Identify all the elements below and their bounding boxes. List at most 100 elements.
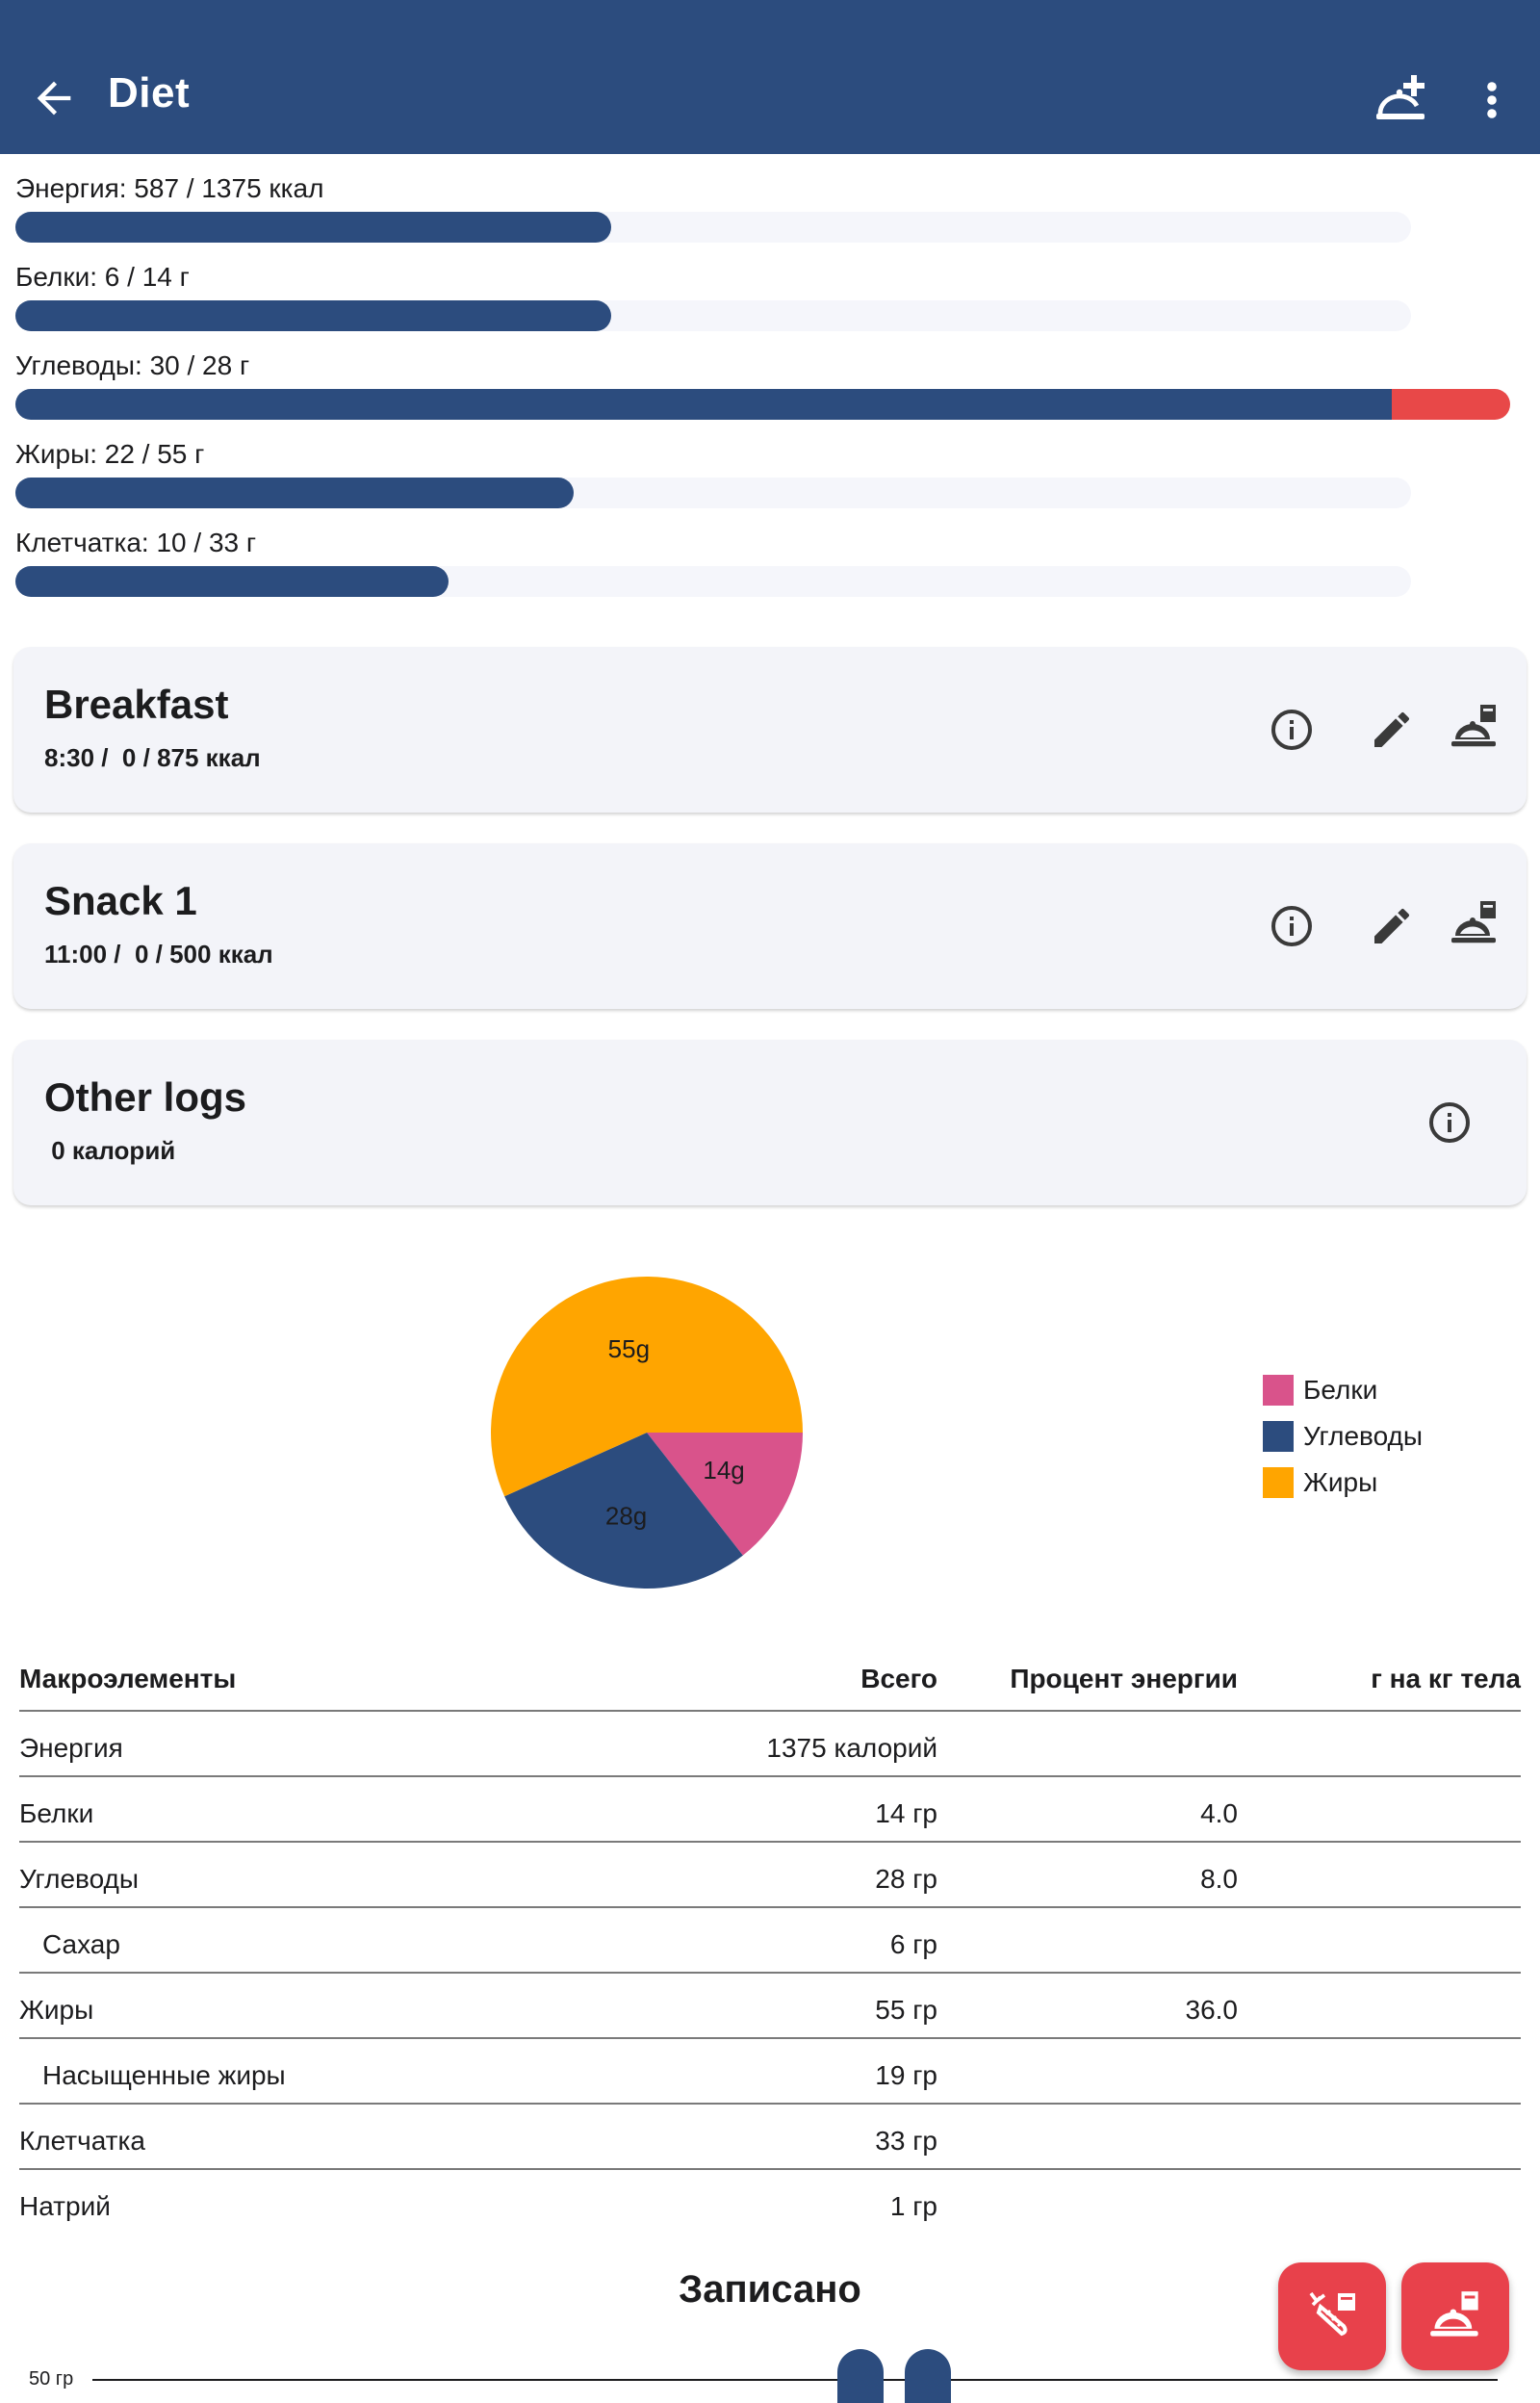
progress-fill bbox=[15, 212, 611, 243]
progress-overflow bbox=[1392, 389, 1510, 420]
info-icon[interactable] bbox=[1426, 1099, 1473, 1146]
progress-label: Углеводы: 30 / 28 г bbox=[15, 350, 250, 380]
legend-swatch bbox=[1263, 1421, 1294, 1452]
table-row: Клетчатка 33 гр bbox=[19, 2105, 1521, 2170]
cell-name: Углеводы bbox=[19, 1864, 140, 1894]
progress-label: Белки: 6 / 14 г bbox=[15, 262, 190, 292]
legend-label: Углеводы bbox=[1303, 1421, 1424, 1451]
cell-name: Энергия bbox=[19, 1733, 123, 1763]
progress-track bbox=[15, 478, 1411, 508]
info-icon[interactable] bbox=[1269, 707, 1315, 753]
cell-total: 1375 калорий bbox=[766, 1733, 937, 1763]
progress-label: Энергия: 587 / 1375 ккал bbox=[15, 173, 324, 203]
pie-label-protein: 14g bbox=[703, 1456, 744, 1485]
cell-total: 1 гр bbox=[889, 2191, 937, 2221]
pie-slice-fat bbox=[491, 1277, 803, 1497]
progress-track bbox=[15, 212, 1411, 243]
legend-label: Жиры bbox=[1303, 1467, 1378, 1497]
fiber-progress: Клетчатка: 10 / 33 г bbox=[15, 526, 1527, 597]
table-header: Макроэлементы Всего Процент энергии г на… bbox=[19, 1642, 1521, 1712]
page-title: Diet bbox=[108, 69, 191, 116]
cell-name: Жиры bbox=[19, 1995, 94, 2025]
pie-label-fat: 55g bbox=[608, 1334, 650, 1363]
cell-total: 55 гр bbox=[875, 1995, 937, 2025]
carbs-progress: Углеводы: 30 / 28 г bbox=[15, 349, 1527, 420]
chart-axis-label: 50 гр bbox=[29, 2368, 74, 2390]
cell-name: Натрий bbox=[19, 2191, 111, 2221]
progress-label: Жиры: 22 / 55 г bbox=[15, 439, 205, 469]
energy-progress: Энергия: 587 / 1375 ккал bbox=[15, 171, 1527, 243]
chart-gridline bbox=[92, 2379, 1498, 2381]
pie-slice-carbs bbox=[504, 1433, 743, 1589]
cell-percent: 8.0 bbox=[1200, 1864, 1238, 1894]
pie-slice-protein bbox=[647, 1433, 803, 1556]
meal-card-snack-1[interactable]: Snack 1 11:00 / 0 / 500 ккал bbox=[13, 843, 1527, 1009]
legend-label: Белки bbox=[1303, 1375, 1378, 1405]
macro-pie-chart: 14g 28g 55g bbox=[491, 1277, 803, 1589]
log-ingredient-button[interactable] bbox=[1278, 2262, 1386, 2370]
progress-fill bbox=[15, 566, 449, 597]
legend-swatch bbox=[1263, 1375, 1294, 1406]
meal-title: Snack 1 bbox=[44, 878, 197, 923]
table-row: Сахар 6 гр bbox=[19, 1908, 1521, 1974]
cell-total: 28 гр bbox=[875, 1864, 937, 1894]
legend-item-fat: Жиры bbox=[1263, 1460, 1423, 1506]
other-logs-subtitle: 0 калорий bbox=[44, 1136, 176, 1165]
arrow-left-icon[interactable] bbox=[29, 73, 79, 123]
progress-track bbox=[15, 389, 1510, 420]
cell-percent: 4.0 bbox=[1200, 1798, 1238, 1828]
cell-name: Насыщенные жиры bbox=[42, 2060, 286, 2090]
cloche-plus-icon[interactable] bbox=[1374, 73, 1432, 127]
table-row: Жиры 55 гр 36.0 bbox=[19, 1974, 1521, 2039]
header-total: Всего bbox=[860, 1664, 937, 1693]
meal-subtitle: 11:00 / 0 / 500 ккал bbox=[44, 940, 273, 969]
cell-name: Сахар bbox=[42, 1929, 120, 1959]
carrot-scale-icon bbox=[1309, 2291, 1355, 2337]
header-macros: Макроэлементы bbox=[19, 1664, 237, 1693]
cloche-scale-icon bbox=[1430, 2291, 1478, 2337]
legend-item-carbs: Углеводы bbox=[1263, 1413, 1423, 1460]
edit-pencil-icon[interactable] bbox=[1369, 707, 1415, 753]
legend-swatch bbox=[1263, 1467, 1294, 1498]
cell-percent: 36.0 bbox=[1185, 1995, 1239, 2025]
progress-track bbox=[15, 300, 1411, 331]
pie-label-carbs: 28g bbox=[605, 1501, 647, 1530]
logged-section-title: Записано bbox=[679, 2268, 861, 2311]
table-row: Энергия 1375 калорий bbox=[19, 1712, 1521, 1777]
pie-legend: Белки Углеводы Жиры bbox=[1263, 1367, 1423, 1506]
app-bar: Diet bbox=[0, 0, 1540, 154]
other-logs-title: Other logs bbox=[44, 1074, 247, 1120]
progress-label: Клетчатка: 10 / 33 г bbox=[15, 528, 257, 557]
cloche-scale-icon[interactable] bbox=[1450, 899, 1500, 949]
logged-bar bbox=[837, 2349, 884, 2403]
info-icon[interactable] bbox=[1269, 903, 1315, 949]
progress-fill bbox=[15, 478, 574, 508]
table-row: Натрий 1 гр bbox=[19, 2170, 1521, 2235]
table-row: Углеводы 28 гр 8.0 bbox=[19, 1843, 1521, 1908]
meal-title: Breakfast bbox=[44, 682, 229, 727]
cell-name: Клетчатка bbox=[19, 2126, 145, 2156]
fat-progress: Жиры: 22 / 55 г bbox=[15, 437, 1527, 508]
cell-total: 19 гр bbox=[875, 2060, 937, 2090]
macro-table: Макроэлементы Всего Процент энергии г на… bbox=[19, 1642, 1521, 2235]
legend-item-protein: Белки bbox=[1263, 1367, 1423, 1413]
meal-subtitle: 8:30 / 0 / 875 ккал bbox=[44, 743, 261, 772]
table-row: Насыщенные жиры 19 гр bbox=[19, 2039, 1521, 2105]
progress-fill bbox=[15, 300, 611, 331]
cell-total: 14 гр bbox=[875, 1798, 937, 1828]
cell-total: 33 гр bbox=[875, 2126, 937, 2156]
log-meal-button[interactable] bbox=[1401, 2262, 1509, 2370]
logged-bar bbox=[905, 2349, 951, 2403]
cloche-scale-icon[interactable] bbox=[1450, 703, 1500, 753]
progress-fill bbox=[15, 389, 1411, 420]
progress-track bbox=[15, 566, 1411, 597]
header-per-kg: г на кг тела bbox=[1371, 1664, 1521, 1693]
meal-card-breakfast[interactable]: Breakfast 8:30 / 0 / 875 ккал bbox=[13, 647, 1527, 813]
header-energy-percent: Процент энергии bbox=[1010, 1664, 1238, 1693]
more-vertical-icon[interactable] bbox=[1473, 77, 1511, 123]
other-logs-card[interactable]: Other logs 0 калорий bbox=[13, 1040, 1527, 1205]
protein-progress: Белки: 6 / 14 г bbox=[15, 260, 1527, 331]
edit-pencil-icon[interactable] bbox=[1369, 903, 1415, 949]
cell-name: Белки bbox=[19, 1798, 94, 1828]
table-row: Белки 14 гр 4.0 bbox=[19, 1777, 1521, 1843]
